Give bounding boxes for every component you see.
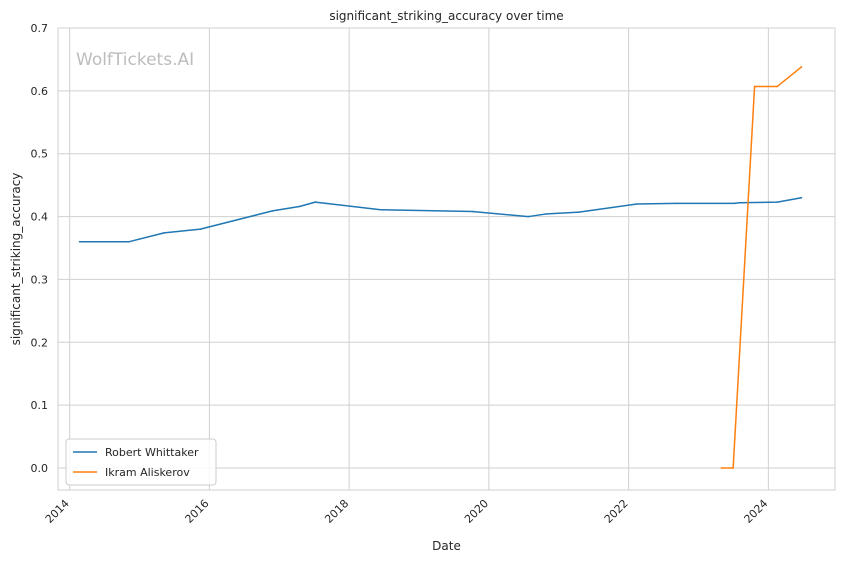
plot-area-frame xyxy=(57,27,836,491)
data-point xyxy=(527,215,530,218)
data-point xyxy=(163,232,165,234)
data-point xyxy=(578,211,580,213)
data-point xyxy=(635,203,638,205)
y-axis-ticks: 0.0 0.1 0.2 0.3 0.4 0.5 0.6 0.7 xyxy=(31,22,49,475)
data-point xyxy=(298,205,301,208)
data-point xyxy=(753,85,756,88)
data-point xyxy=(78,240,81,243)
y-tick-label: 0.6 xyxy=(31,85,49,98)
watermark-text: WolfTickets.AI xyxy=(76,50,194,70)
y-tick-label: 0.7 xyxy=(31,22,49,35)
y-axis-label: significant_striking_accuracy xyxy=(9,173,23,346)
y-tick-label: 0.5 xyxy=(31,148,49,161)
y-tick-label: 0.1 xyxy=(31,399,49,412)
data-point xyxy=(738,201,740,204)
y-tick-label: 0.3 xyxy=(31,273,49,286)
data-point xyxy=(378,208,381,211)
data-point xyxy=(800,196,803,199)
data-point xyxy=(674,202,677,205)
legend-label: Robert Whittaker xyxy=(105,446,199,459)
data-point xyxy=(471,210,474,213)
legend: Robert Whittaker Ikram Aliskerov xyxy=(65,438,217,486)
legend-label: Ikram Aliskerov xyxy=(105,466,190,479)
data-point xyxy=(544,213,547,215)
data-point xyxy=(314,201,317,203)
y-tick-label: 0.0 xyxy=(31,462,49,475)
data-point xyxy=(800,66,803,68)
data-point xyxy=(128,240,131,243)
y-tick-label: 0.4 xyxy=(31,211,49,224)
data-point xyxy=(271,210,274,212)
data-point xyxy=(733,202,736,205)
data-point xyxy=(732,467,734,469)
chart-title: significant_striking_accuracy over time xyxy=(329,9,563,23)
data-point xyxy=(776,85,779,88)
legend-box xyxy=(65,438,217,486)
series-layer xyxy=(78,66,803,469)
data-point xyxy=(199,228,202,230)
data-point xyxy=(776,201,779,203)
x-axis-label: Date xyxy=(432,539,461,553)
y-tick-label: 0.2 xyxy=(31,336,49,349)
data-point xyxy=(720,467,723,469)
